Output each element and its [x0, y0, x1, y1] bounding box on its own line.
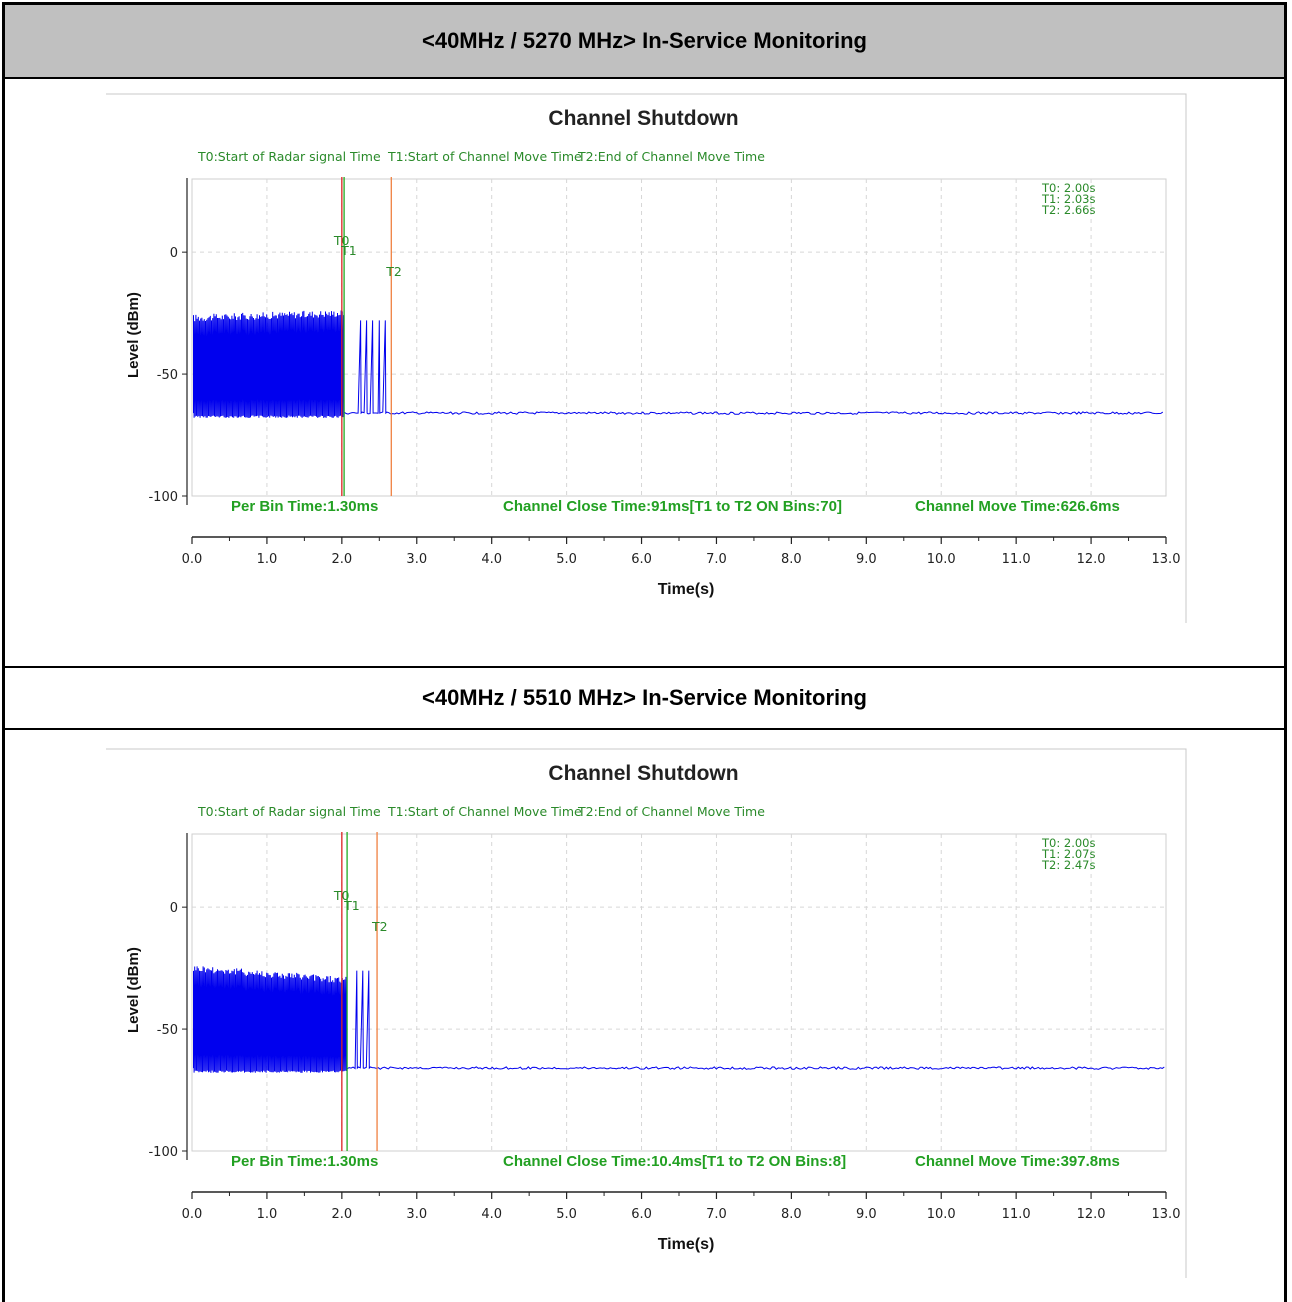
y-tick-label: -100: [148, 490, 178, 505]
legend-t0: T0:Start of Radar signal Time: [198, 149, 381, 164]
grid: [192, 834, 1166, 1151]
x-tick-label: 13.0: [1152, 552, 1181, 567]
channel-move-time: Channel Move Time:626.6ms: [915, 498, 1120, 515]
marker-tag-t1: T1: [343, 898, 360, 913]
x-tick-label: 7.0: [706, 552, 727, 567]
y-tick-label: 0: [170, 246, 178, 261]
chart-panel-5270: 0 -50 -100 0.0 1.0 2.0 3.0 4.0 5.0 6.0 7.0 8.0 9.0 10…: [100, 93, 1187, 623]
y-tick-label: -50: [157, 368, 178, 383]
y-axis-label: Level (dBm): [125, 947, 142, 1033]
chart-title: Channel Shutdown: [548, 762, 739, 785]
x-tick-label: 5.0: [556, 1207, 577, 1222]
grid: [192, 179, 1166, 496]
y-tick-label: -100: [148, 1145, 178, 1160]
plot-area: [191, 833, 1167, 1152]
x-tick-label: 6.0: [631, 1207, 652, 1222]
x-tick-label: 9.0: [856, 1207, 877, 1222]
x-tick-label: 10.0: [927, 1207, 956, 1222]
chart-frame: [106, 748, 1187, 1278]
per-bin-time: Per Bin Time:1.30ms: [231, 1153, 379, 1170]
x-tick-label: 13.0: [1152, 1207, 1181, 1222]
marker-tag-t2: T2: [385, 264, 402, 279]
marker-tag-t2: T2: [371, 919, 388, 934]
x-tick-label: 12.0: [1077, 552, 1106, 567]
x-tick-label: 11.0: [1002, 552, 1031, 567]
legend-t1: T1:Start of Channel Move Time: [388, 804, 582, 819]
section-header-5270: <40MHz / 5270 MHz> In-Service Monitoring: [5, 5, 1284, 79]
per-bin-time: Per Bin Time:1.30ms: [231, 498, 379, 515]
x-tick-label: 4.0: [481, 1207, 502, 1222]
marker-value-t1: T1: 2.07s: [1042, 847, 1096, 861]
chart-title: Channel Shutdown: [548, 107, 739, 130]
marker-value-t0: T0: 2.00s: [1042, 836, 1096, 850]
chart-panel-5510: 0 -50 -100 0.0 1.0 2.0 3.0 4.0 5.0 6.0 7.0 8.0 9.0 10…: [100, 748, 1187, 1278]
marker-values: T0: 2.00s T1: 2.07s T2: 2.47s: [1042, 836, 1096, 872]
marker-tag-t0: T0: [333, 888, 350, 903]
legend-t1: T1:Start of Channel Move Time: [388, 149, 582, 164]
x-tick-label: 3.0: [406, 552, 427, 567]
signal-trace: [192, 966, 1165, 1073]
x-tick-label: 0.0: [182, 1207, 203, 1222]
marker-value-t0: T0: 2.00s: [1042, 181, 1096, 195]
y-axis-label: Level (dBm): [125, 292, 142, 378]
y-tick-label: -50: [157, 1023, 178, 1038]
x-tick-label: 2.0: [332, 1207, 353, 1222]
legend-t2: T2:End of Channel Move Time: [578, 149, 765, 164]
marker-tag-t0: T0: [333, 233, 350, 248]
signal-trace: [192, 310, 1164, 418]
x-tick-label: 1.0: [257, 1207, 278, 1222]
x-tick-label: 6.0: [631, 552, 652, 567]
x-tick-label: 0.0: [182, 552, 203, 567]
marker-values: T0: 2.00s T1: 2.03s T2: 2.66s: [1042, 181, 1096, 217]
x-axis-label: Time(s): [657, 581, 715, 598]
x-tick-label: 5.0: [556, 552, 577, 567]
plot-area: [191, 178, 1167, 497]
channel-move-time: Channel Move Time:397.8ms: [915, 1153, 1120, 1170]
chart-svg-5270: 0 -50 -100 0.0 1.0 2.0 3.0 4.0 5.0 6.0 7.0 8.0 9.0 10…: [106, 93, 1187, 623]
x-tick-label: 12.0: [1077, 1207, 1106, 1222]
legend-t0: T0:Start of Radar signal Time: [198, 804, 381, 819]
channel-close-time: Channel Close Time:91ms[T1 to T2 ON Bins…: [503, 498, 842, 515]
marker-tag-t1: T1: [340, 243, 357, 258]
marker-value-t2: T2: 2.47s: [1042, 858, 1096, 872]
x-tick-label: 2.0: [332, 552, 353, 567]
x-tick-label: 3.0: [406, 1207, 427, 1222]
chart-frame: [106, 93, 1187, 623]
x-tick-label: 10.0: [927, 552, 956, 567]
y-tick-label: 0: [170, 901, 178, 916]
x-tick-label: 8.0: [781, 1207, 802, 1222]
x-tick-label: 7.0: [706, 1207, 727, 1222]
marker-value-t2: T2: 2.66s: [1042, 203, 1096, 217]
x-tick-label: 11.0: [1002, 1207, 1031, 1222]
x-tick-label: 4.0: [481, 552, 502, 567]
chart-svg-5510: 0 -50 -100 0.0 1.0 2.0 3.0 4.0 5.0 6.0 7.0 8.0 9.0 10…: [106, 748, 1187, 1278]
x-tick-label: 1.0: [257, 552, 278, 567]
channel-close-time: Channel Close Time:10.4ms[T1 to T2 ON Bi…: [503, 1153, 847, 1170]
marker-value-t1: T1: 2.03s: [1042, 192, 1096, 206]
legend-t2: T2:End of Channel Move Time: [578, 804, 765, 819]
x-tick-label: 8.0: [781, 552, 802, 567]
x-tick-label: 9.0: [856, 552, 877, 567]
section-header-5510: <40MHz / 5510 MHz> In-Service Monitoring: [5, 666, 1284, 730]
x-axis-label: Time(s): [657, 1236, 715, 1253]
